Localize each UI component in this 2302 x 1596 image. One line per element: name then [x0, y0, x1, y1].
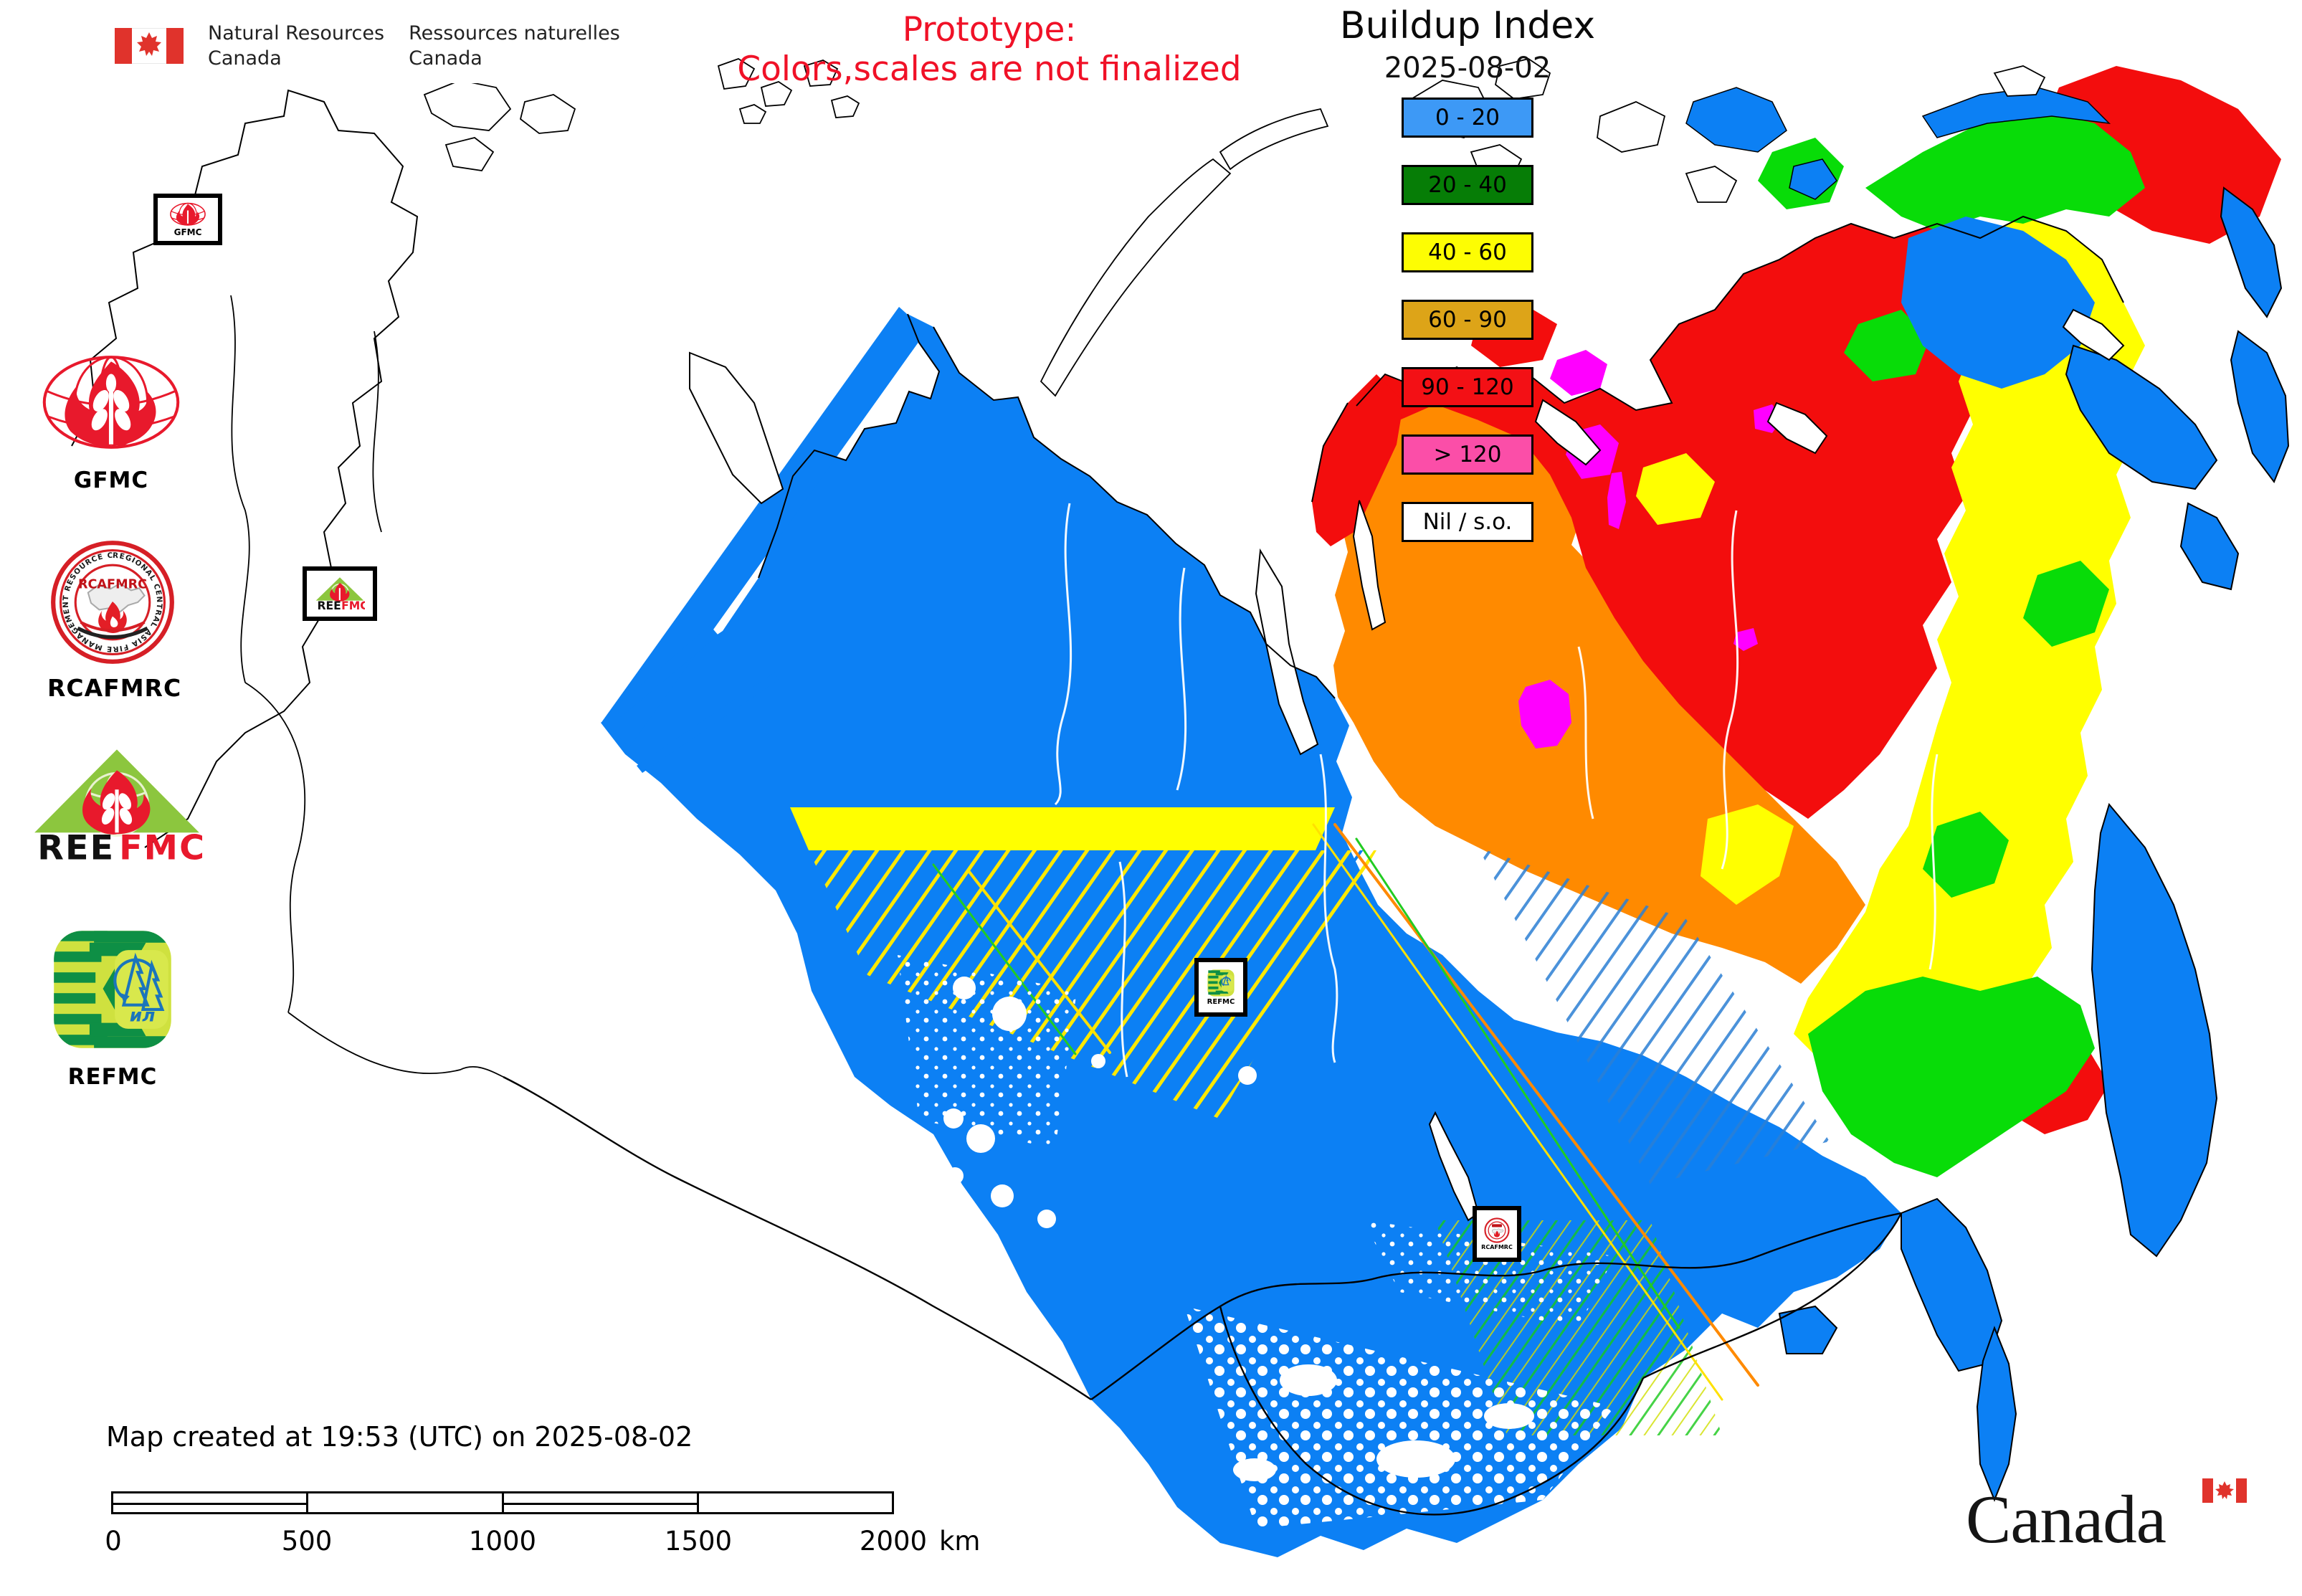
- legend-item-nil: Nil / s.o.: [1402, 502, 1533, 542]
- legend-item-0-20: 0 - 20: [1402, 98, 1533, 138]
- reefmc-logo-block: REE FMC: [32, 746, 204, 869]
- svg-text:REE: REE: [318, 599, 341, 611]
- gfmc-label: GFMC: [73, 467, 149, 493]
- yellow-band: [790, 807, 1335, 850]
- canada-wordmark-flag-icon: [2202, 1478, 2247, 1503]
- refmc-label: REFMC: [67, 1064, 158, 1090]
- scale-segment: [503, 1493, 699, 1512]
- legend-date: 2025-08-02: [1384, 52, 1551, 85]
- sea-inlets: [689, 308, 2125, 1222]
- reefmc-marker-icon: REE FMC: [315, 577, 365, 611]
- nrcan-signature: Natural Resources Canada Ressources natu…: [108, 9, 638, 83]
- gfmc-logo-block: GFMC: [37, 348, 185, 493]
- region-swath: [602, 307, 926, 747]
- reefmc-label-black: REE: [37, 829, 115, 866]
- reefmc-logo-icon: REE FMC: [34, 749, 204, 868]
- gfmc-logo-icon: [42, 356, 180, 449]
- legend-title: Buildup Index: [1339, 4, 1596, 47]
- reefmc-label-red: FMC: [119, 829, 202, 866]
- prototype-line2: Colors,scales are not finalized: [737, 49, 1242, 89]
- map-created-text: Map created at 19:53 (UTC) on 2025-08-02: [106, 1421, 693, 1453]
- legend-item-40-60: 40 - 60: [1402, 232, 1533, 272]
- rcafmrc-label: RCAFMRC: [47, 674, 182, 702]
- rivers: [1054, 503, 1939, 1078]
- gfmc-marker-label: GFMC: [173, 227, 202, 237]
- prototype-warning: Prototype: Colors,scales are not finaliz…: [631, 10, 1348, 89]
- prototype-line1: Prototype:: [902, 10, 1077, 49]
- region-far-east-blue: [1685, 87, 2290, 1502]
- legend-item-gt-120: > 120: [1402, 434, 1533, 475]
- map-marker-gfmc: GFMC: [153, 194, 222, 245]
- rcafmrc-marker-label: RCAFMRC: [1481, 1244, 1513, 1250]
- gfmc-marker-icon: [170, 202, 206, 226]
- refmc-logo-block: ил REFMC: [47, 926, 178, 1090]
- refmc-logo-text: ил: [130, 1005, 156, 1026]
- scale-bar-ticks: 0 500 1000 1500 2000 km: [105, 1526, 981, 1557]
- svg-text:FMC: FMC: [341, 599, 365, 611]
- nrcan-text-fr: Ressources naturelles Canada: [409, 22, 620, 70]
- rcafmrc-logo-block: REGIONAL CENTRAL ASIA FIRE MANAGEMENT RE…: [46, 533, 182, 702]
- scale-segment: [699, 1493, 892, 1512]
- region-20-40: [1865, 109, 2145, 231]
- scale-bar: [111, 1491, 894, 1514]
- rcafmrc-logo-icon: REGIONAL CENTRAL ASIA FIRE MANAGEMENT RE…: [46, 533, 174, 664]
- map-marker-refmc: REFMC: [1194, 958, 1247, 1017]
- legend-item-60-90: 60 - 90: [1402, 300, 1533, 340]
- legend-item-90-120: 90 - 120: [1402, 367, 1533, 407]
- canada-wordmark: Canada: [1966, 1478, 2281, 1566]
- rcafmrc-marker-icon: [1484, 1217, 1510, 1243]
- nrcan-text-en: Natural Resources Canada: [208, 22, 385, 70]
- canada-flag-icon: [115, 28, 184, 64]
- map-marker-reefmc: REE FMC: [303, 566, 377, 621]
- islands: [423, 58, 2046, 397]
- region-40-60: [1794, 217, 2145, 1077]
- map-marker-rcafmrc: RCAFMRC: [1473, 1206, 1521, 1262]
- scale-segment: [308, 1493, 504, 1512]
- refmc-marker-icon: [1207, 969, 1235, 997]
- refmc-logo-icon: ил: [54, 931, 171, 1048]
- svg-text:RCAFMRC: RCAFMRC: [78, 577, 147, 592]
- refmc-marker-label: REFMC: [1207, 998, 1235, 1006]
- legend: Buildup Index 2025-08-02 0 - 20 20 - 40 …: [1328, 4, 1607, 569]
- scale-segment: [113, 1493, 309, 1512]
- legend-item-20-40: 20 - 40: [1402, 165, 1533, 205]
- canada-wordmark-text: Canada: [1966, 1481, 2167, 1557]
- bui-raster: [601, 66, 2290, 1557]
